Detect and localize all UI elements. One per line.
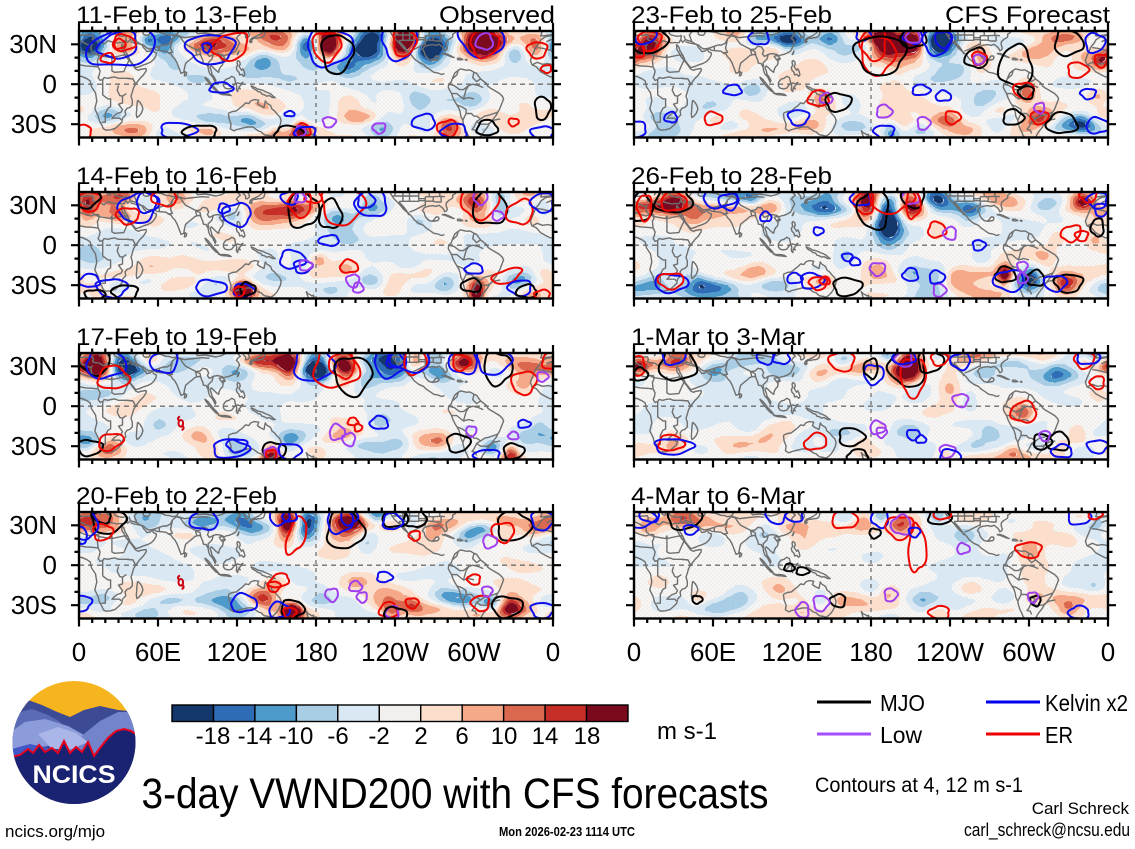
svg-text:MJO: MJO xyxy=(880,690,925,716)
svg-text:Contours at 4, 12 m s-1: Contours at 4, 12 m s-1 xyxy=(815,774,1023,797)
svg-text:180: 180 xyxy=(849,637,892,667)
svg-text:ncics.org/mjo: ncics.org/mjo xyxy=(5,822,105,841)
svg-text:carl_schreck@ncsu.edu: carl_schreck@ncsu.edu xyxy=(964,820,1130,841)
svg-text:26-Feb to 28-Feb: 26-Feb to 28-Feb xyxy=(631,163,832,190)
svg-text:0: 0 xyxy=(72,637,86,667)
svg-text:Low: Low xyxy=(880,722,922,748)
svg-text:-18: -18 xyxy=(196,723,231,750)
svg-text:120W: 120W xyxy=(361,637,429,667)
svg-text:0: 0 xyxy=(43,550,57,580)
svg-text:120W: 120W xyxy=(916,637,984,667)
svg-text:120E: 120E xyxy=(207,637,268,667)
svg-text:30S: 30S xyxy=(11,431,57,461)
svg-text:30N: 30N xyxy=(9,29,57,59)
svg-text:0: 0 xyxy=(546,637,560,667)
svg-text:30S: 30S xyxy=(11,270,57,300)
svg-text:Observed: Observed xyxy=(439,2,555,29)
svg-text:60W: 60W xyxy=(447,637,501,667)
svg-text:11-Feb to 13-Feb: 11-Feb to 13-Feb xyxy=(76,2,277,29)
svg-text:0: 0 xyxy=(1101,637,1115,667)
svg-text:2: 2 xyxy=(414,723,427,750)
svg-text:Mon 2026-02-23 1114 UTC: Mon 2026-02-23 1114 UTC xyxy=(499,824,636,839)
svg-text:Kelvin x2: Kelvin x2 xyxy=(1045,690,1128,716)
svg-text:1-Mar to 3-Mar: 1-Mar to 3-Mar xyxy=(631,324,805,351)
svg-text:NCICS: NCICS xyxy=(33,761,116,789)
svg-text:20-Feb to 22-Feb: 20-Feb to 22-Feb xyxy=(76,483,277,510)
svg-text:-14: -14 xyxy=(238,723,273,750)
svg-text:10: 10 xyxy=(491,723,518,750)
svg-text:30N: 30N xyxy=(9,351,57,381)
svg-text:60E: 60E xyxy=(135,637,181,667)
svg-text:0: 0 xyxy=(43,230,57,260)
svg-text:m s-1: m s-1 xyxy=(657,718,717,745)
svg-text:180: 180 xyxy=(294,637,337,667)
svg-text:120E: 120E xyxy=(762,637,823,667)
svg-text:Carl Schreck: Carl Schreck xyxy=(1032,799,1130,818)
svg-text:23-Feb to 25-Feb: 23-Feb to 25-Feb xyxy=(631,2,832,29)
svg-text:-2: -2 xyxy=(368,723,389,750)
svg-text:CFS Forecast: CFS Forecast xyxy=(945,2,1110,29)
svg-text:ER: ER xyxy=(1045,722,1073,748)
svg-text:30S: 30S xyxy=(11,590,57,620)
svg-text:30S: 30S xyxy=(11,109,57,139)
svg-text:30N: 30N xyxy=(9,190,57,220)
svg-text:0: 0 xyxy=(627,637,641,667)
svg-text:60W: 60W xyxy=(1002,637,1056,667)
svg-text:14-Feb to 16-Feb: 14-Feb to 16-Feb xyxy=(76,163,277,190)
svg-text:18: 18 xyxy=(574,723,601,750)
svg-text:-10: -10 xyxy=(279,723,314,750)
svg-text:14: 14 xyxy=(532,723,559,750)
svg-text:0: 0 xyxy=(43,69,57,99)
svg-text:17-Feb to 19-Feb: 17-Feb to 19-Feb xyxy=(76,324,277,351)
svg-text:3-day VWND200 with CFS forecas: 3-day VWND200 with CFS forecasts xyxy=(142,770,769,818)
svg-text:0: 0 xyxy=(43,391,57,421)
svg-text:60E: 60E xyxy=(690,637,736,667)
svg-text:6: 6 xyxy=(455,723,468,750)
svg-text:-6: -6 xyxy=(327,723,348,750)
svg-text:30N: 30N xyxy=(9,510,57,540)
svg-text:4-Mar to 6-Mar: 4-Mar to 6-Mar xyxy=(631,483,805,510)
